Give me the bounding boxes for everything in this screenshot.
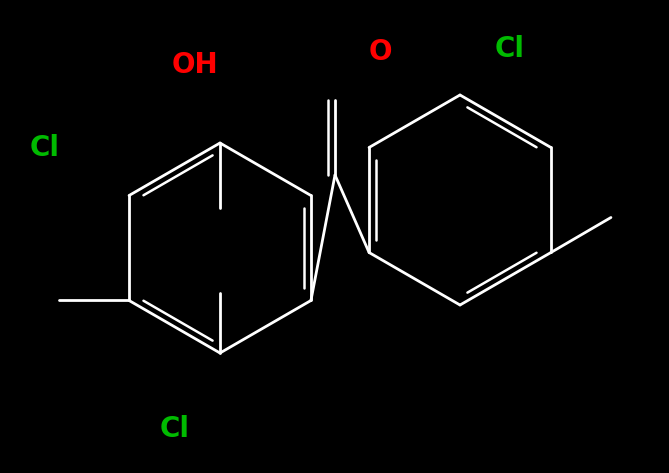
- Text: Cl: Cl: [160, 415, 190, 443]
- Text: OH: OH: [172, 51, 218, 79]
- Text: Cl: Cl: [495, 35, 525, 63]
- Text: O: O: [368, 38, 392, 66]
- Text: Cl: Cl: [30, 134, 60, 162]
